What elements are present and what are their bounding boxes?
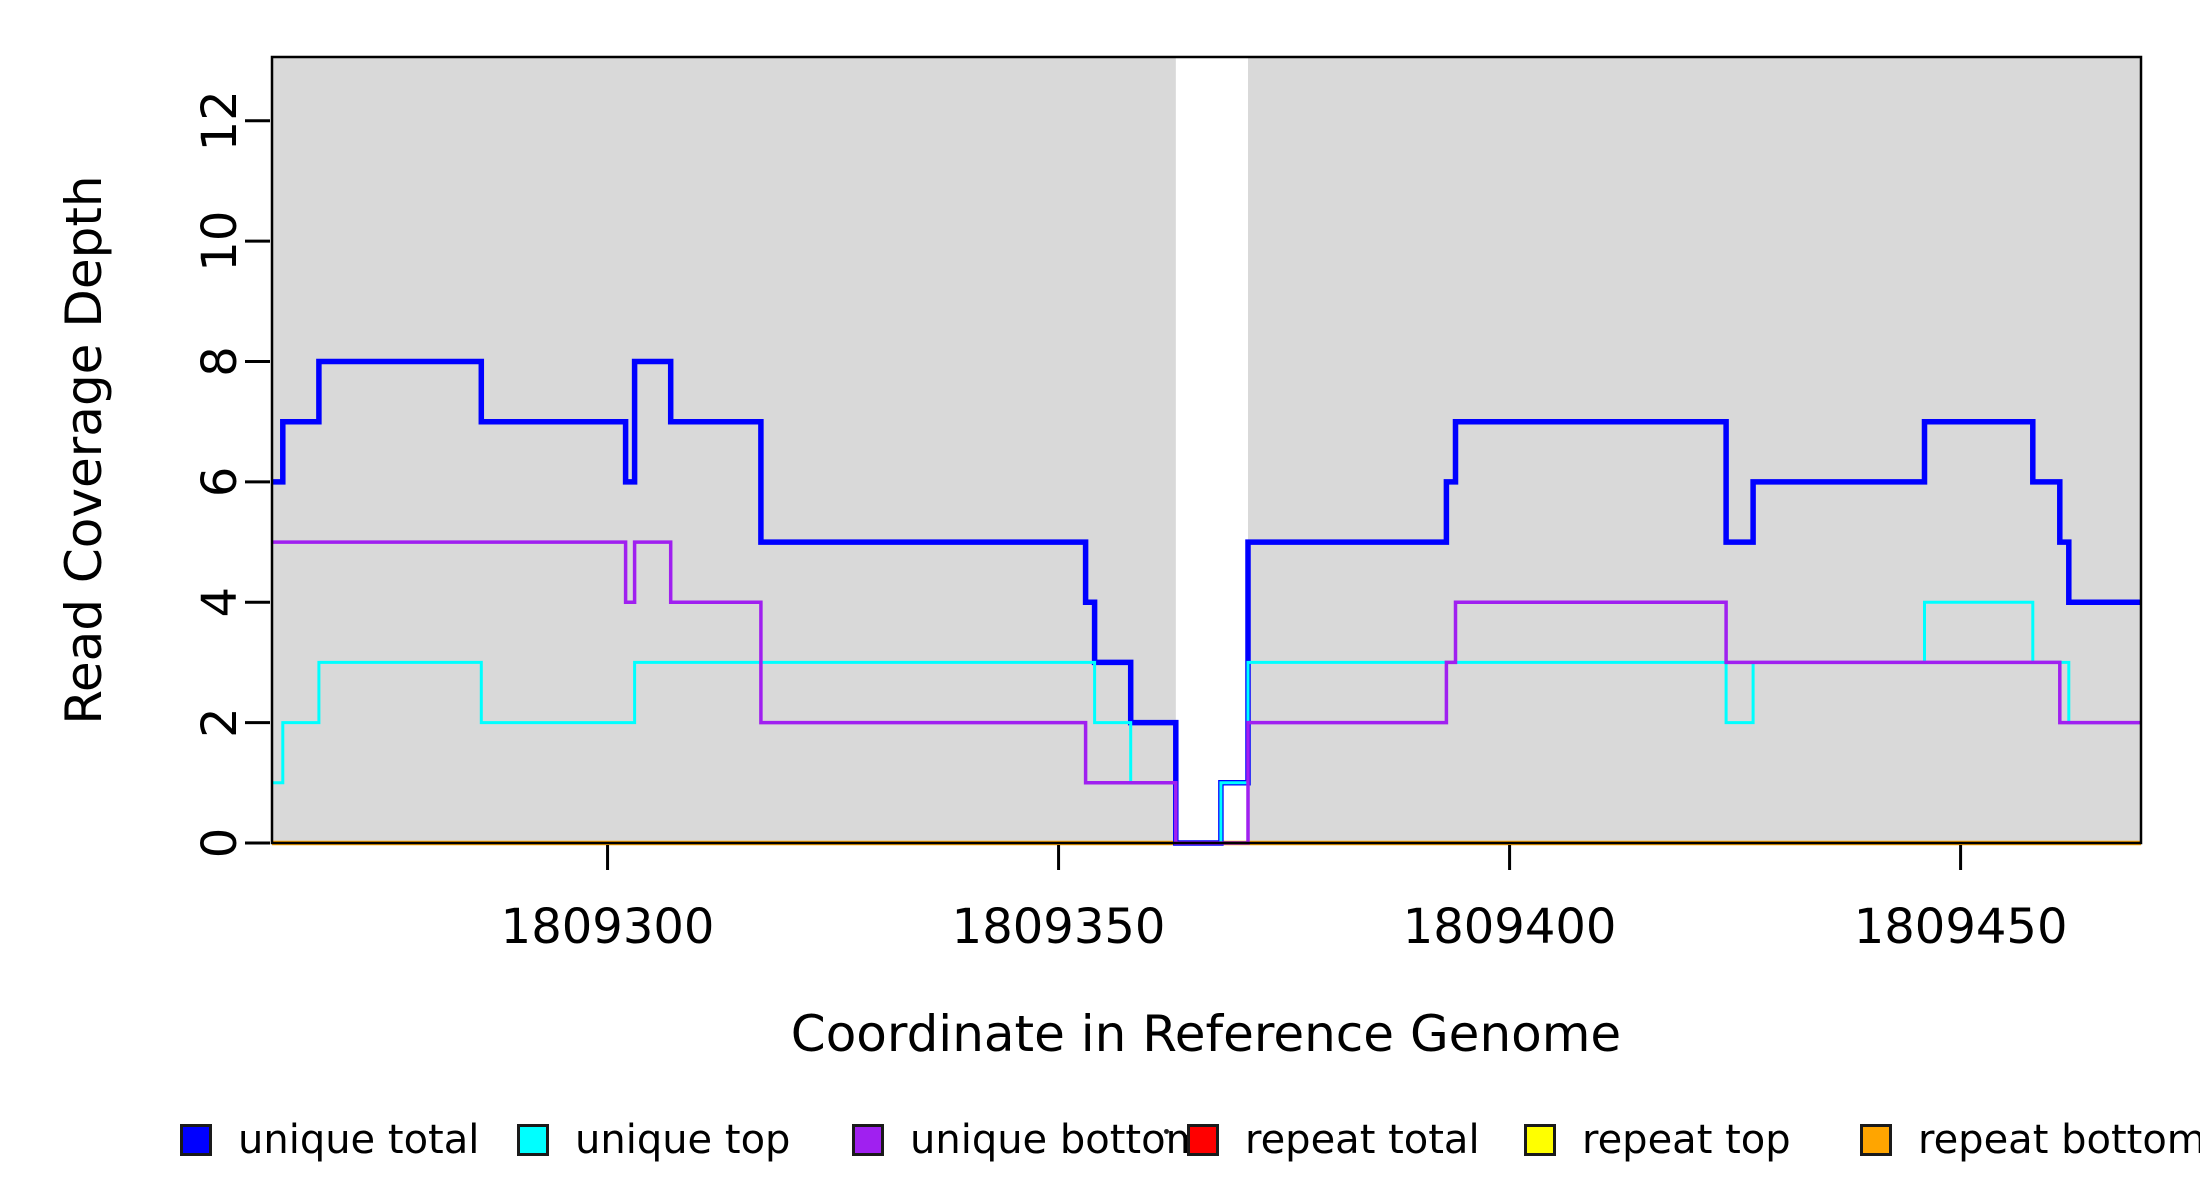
y-tick-label: 2 [192,707,248,738]
y-axis-title: Read Coverage Depth [55,175,113,725]
y-tick-label: 10 [192,211,248,272]
y-tick-label: 0 [192,828,248,859]
x-tick-label: 1809300 [501,899,715,955]
y-tick-label: 8 [192,346,248,377]
x-axis-title: Coordinate in Reference Genome [790,1005,1622,1063]
y-tick-label: 12 [192,90,248,151]
x-tick-label: 1809350 [952,899,1166,955]
artifact-dot [1164,1129,1169,1134]
y-tick-label: 6 [192,467,248,498]
x-tick-label: 1809450 [1854,899,2068,955]
plot-frame [270,55,2143,845]
x-tick-label: 1809400 [1403,899,1617,955]
series-unique-bottom [272,540,2141,845]
shaded-region [272,57,1176,843]
shaded-region [1247,57,2141,843]
y-tick-label: 4 [192,587,248,618]
